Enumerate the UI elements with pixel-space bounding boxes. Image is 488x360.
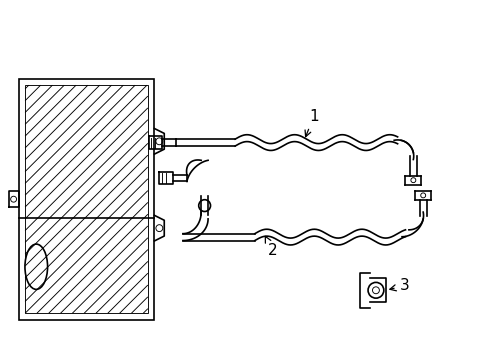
Text: 3: 3 — [389, 278, 408, 293]
Circle shape — [367, 282, 383, 298]
Text: 1: 1 — [305, 109, 318, 137]
Text: 2: 2 — [265, 237, 277, 258]
Polygon shape — [25, 85, 147, 313]
Ellipse shape — [25, 244, 47, 289]
Circle shape — [198, 200, 210, 212]
